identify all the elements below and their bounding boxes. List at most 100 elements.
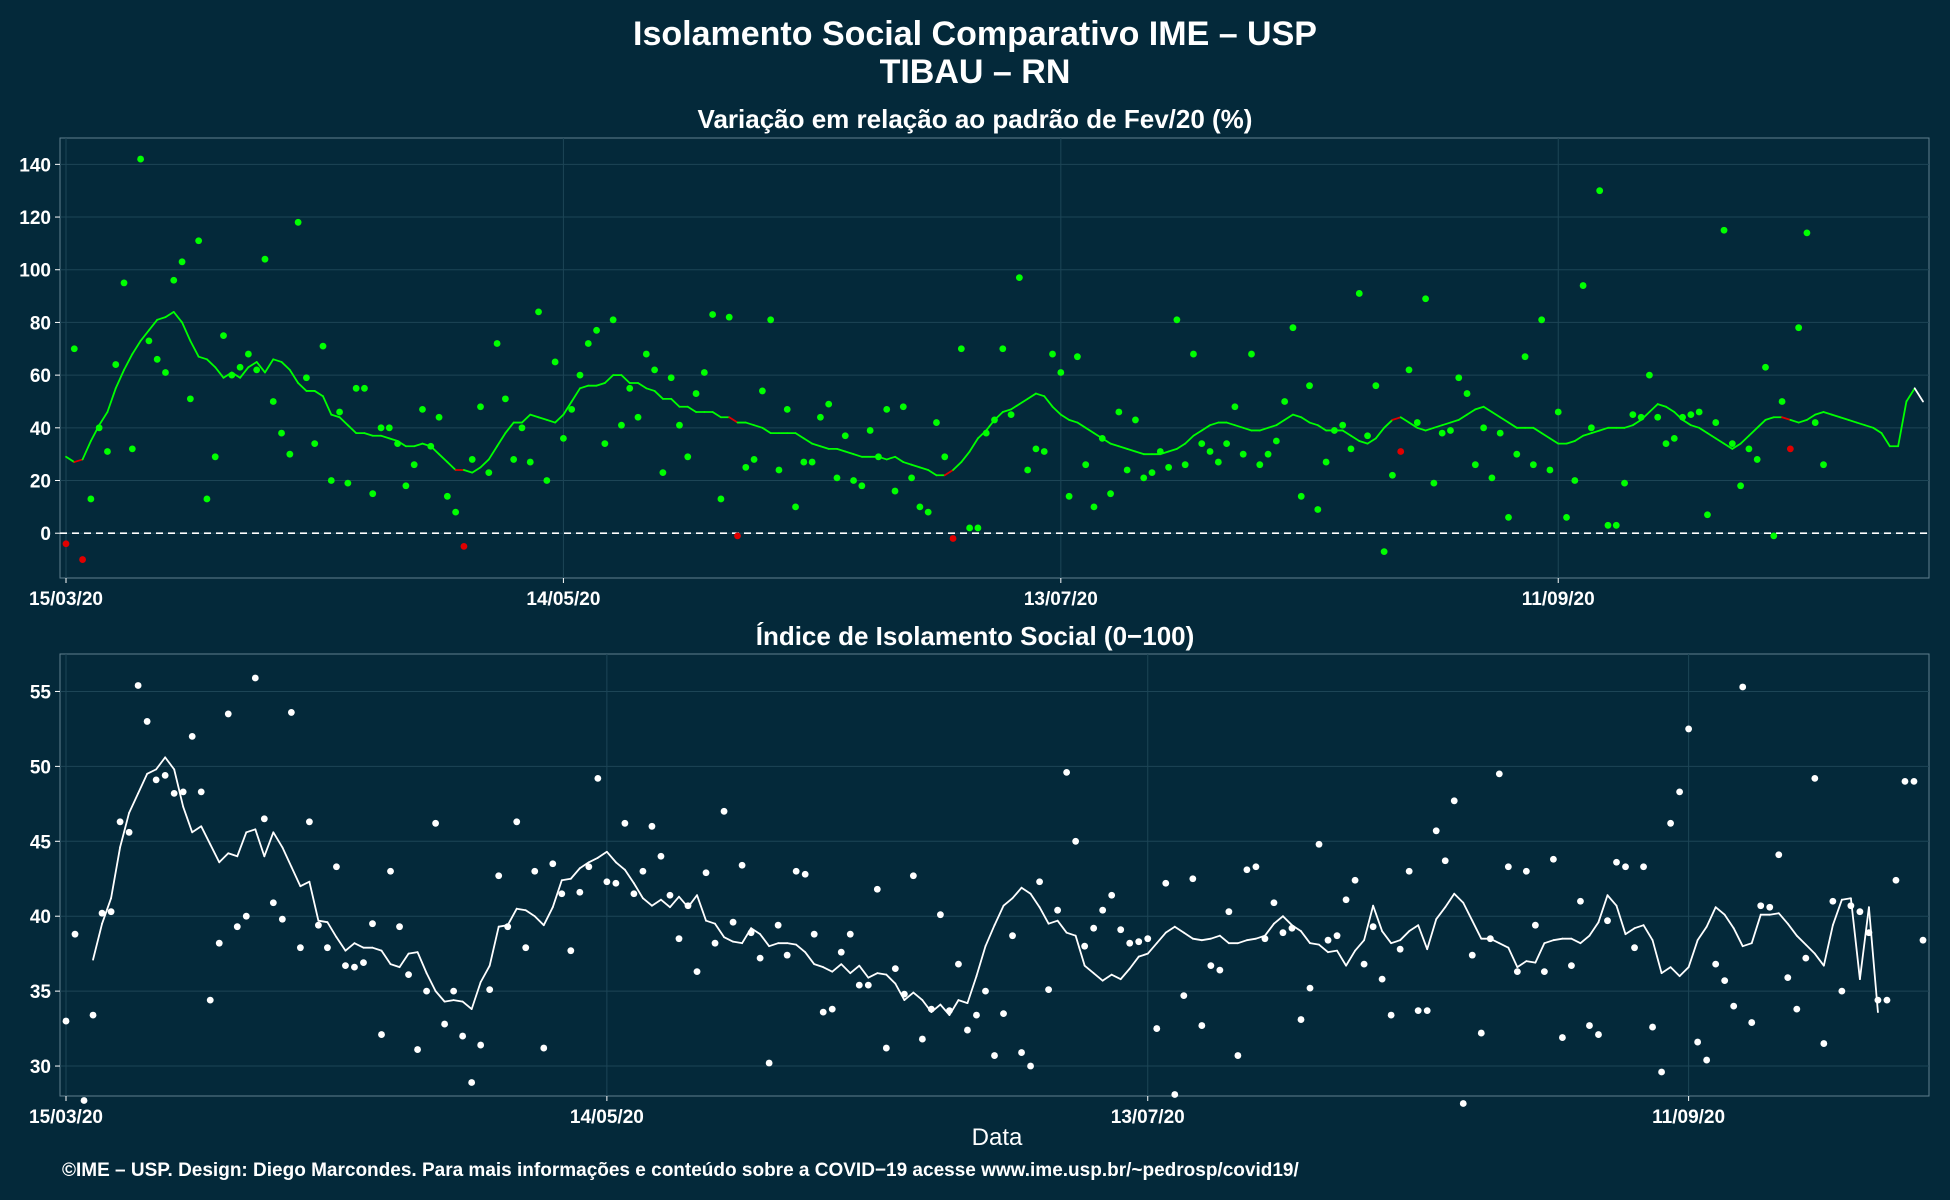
moving-average-segment [110,846,121,900]
data-point [1637,413,1645,421]
panel1-x-ticks: 15/03/20 14/05/20 13/07/20 11/09/20 [29,578,1595,610]
moving-average-segment [1432,424,1444,429]
data-point [211,453,219,461]
data-point [1793,1005,1801,1013]
moving-average-segment [1905,387,1916,403]
data-point [725,313,733,321]
moving-average-segment [1209,421,1220,427]
moving-average-segment [1038,906,1050,925]
data-point [1480,424,1488,432]
data-point [1090,503,1098,511]
data-point [134,682,142,689]
data-point [518,424,526,432]
moving-average-segment [670,397,681,408]
moving-average-segment [802,437,814,445]
data-point [1775,851,1783,859]
moving-average-segment [1795,934,1807,946]
data-point [747,929,755,937]
moving-average-segment [164,756,176,771]
data-point [1032,445,1040,453]
moving-average-segment [1453,892,1465,904]
data-point [116,818,124,826]
moving-average-segment [1449,419,1460,424]
moving-average-segment [172,310,183,324]
data-point [783,951,791,959]
moving-average-segment [1134,450,1145,456]
y-tick-label: 0 [40,524,51,545]
data-point [1162,879,1170,887]
data-point [1739,683,1747,691]
moving-average-segment [885,973,897,985]
moving-average-segment [247,361,258,369]
data-point [756,954,764,962]
data-point [1342,896,1350,904]
data-point [1372,382,1380,390]
moving-average-segment [537,416,548,421]
data-point [567,947,575,955]
data-point [593,326,600,334]
data-point [974,524,982,532]
data-point [601,440,609,448]
moving-average-segment [1507,946,1519,969]
moving-average-segment [326,921,338,939]
moving-average-segment [1814,411,1825,416]
data-point [700,369,708,376]
moving-average-segment [299,880,311,888]
data-point [1074,353,1081,361]
data-point [1015,274,1023,282]
data-point [1488,474,1496,482]
moving-average-segment [753,424,764,429]
moving-average-segment [470,981,482,1010]
data-point [801,870,809,878]
data-point [800,458,808,466]
data-point [792,503,799,511]
moving-average-segment [1864,424,1875,429]
data-point [1081,942,1089,950]
data-point [642,350,650,358]
moving-average-segment [1336,949,1347,967]
moving-average-segment [200,825,212,846]
moving-average-segment [1822,411,1833,416]
moving-average-segment [587,856,599,864]
x-tick-label: 11/09/20 [1652,1107,1725,1128]
data-point [729,918,737,926]
moving-average-segment [1648,403,1659,413]
moving-average-segment [1173,925,1185,934]
data-point [1766,903,1774,911]
moving-average-segment [794,432,805,440]
data-point [95,424,103,432]
moving-average-segment [1913,387,1924,403]
data-point [1438,429,1446,437]
moving-average-segment [479,458,490,469]
moving-average-segment [637,382,648,390]
moving-average-segment [1681,419,1692,427]
data-point [991,416,998,424]
data-point [1586,1022,1593,1029]
data-point [1540,968,1548,976]
moving-average-segment [65,455,76,463]
data-point [1405,867,1413,875]
data-point [468,456,476,463]
data-point [152,776,160,784]
data-point [435,413,443,421]
data-point [333,863,340,871]
moving-average-segment [1074,934,1086,967]
data-point [1272,437,1280,445]
moving-average-segment [1441,421,1452,427]
data-point [137,155,145,163]
data-point [1180,992,1188,1000]
data-point [269,899,277,907]
data-point [1123,466,1131,474]
moving-average-segment [1076,421,1087,429]
data-point [850,477,857,484]
data-point [501,395,509,403]
data-point [1745,445,1753,453]
data-point [1108,891,1116,899]
moving-average-segment [380,949,392,966]
y-tick-label: 40 [30,419,51,440]
data-point [228,371,236,379]
data-point [504,923,512,931]
moving-average-segment [1309,942,1320,946]
y-tick-label: 45 [30,832,52,853]
data-point [188,733,196,740]
